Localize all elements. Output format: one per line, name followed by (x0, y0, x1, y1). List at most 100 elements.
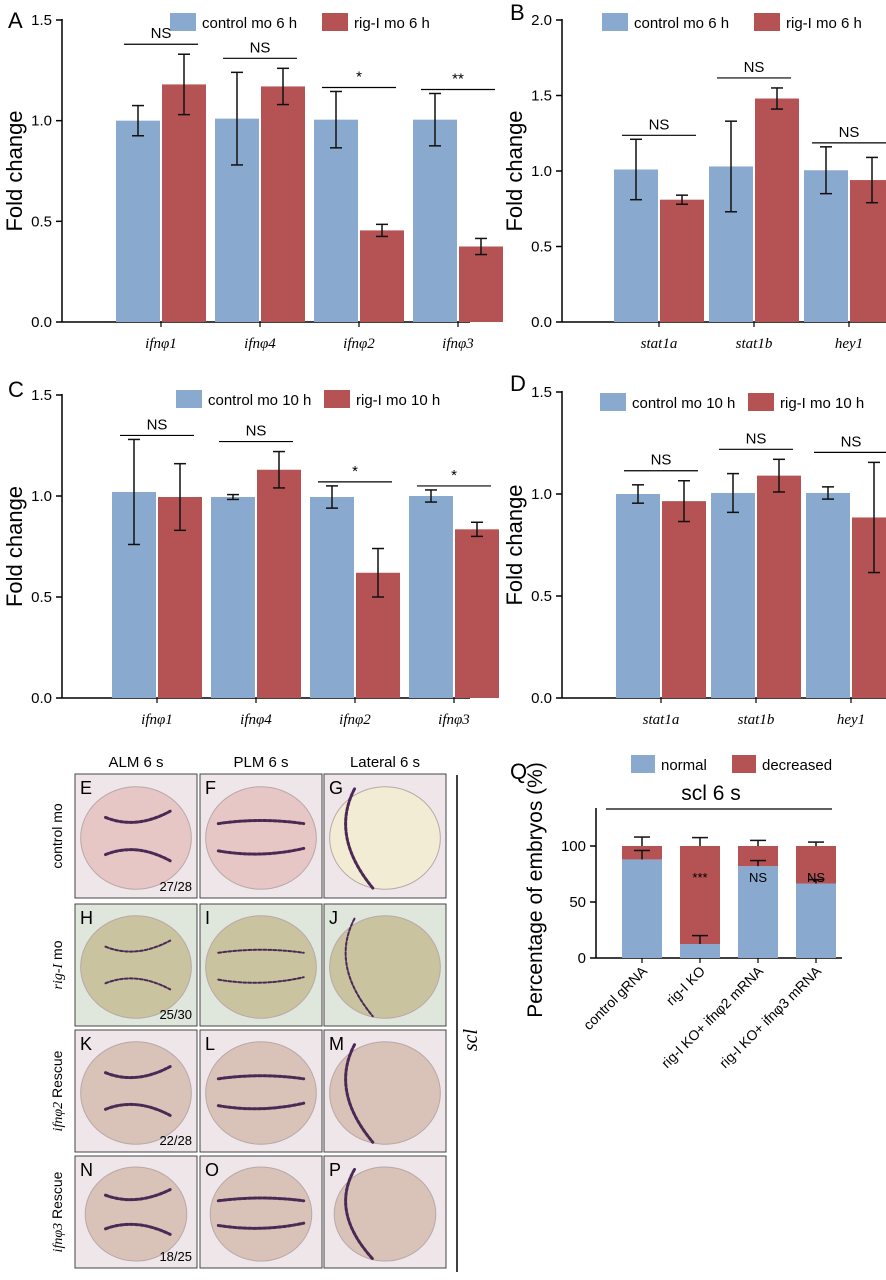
y-tick-label-C: 0.0 (31, 690, 52, 707)
significance-label-D: NS (746, 430, 767, 447)
bar-B (755, 98, 799, 323)
embryo-image (205, 915, 317, 1019)
y-tick-label-Q: 0 (578, 950, 586, 967)
y-axis-label-A: Fold change (2, 110, 27, 231)
bar-D (852, 517, 886, 698)
embryo-stain-stripe (217, 948, 305, 954)
bar-normal-Q (622, 859, 662, 958)
bar-decreased-Q (680, 846, 720, 944)
embryo-image (80, 915, 192, 1019)
bar-A (413, 119, 457, 322)
y-axis-label-D: Fold change (502, 484, 527, 605)
embryo-stain-stripe (104, 1065, 172, 1080)
embryo-stain-stripe (216, 1074, 306, 1081)
y-tick-label-Q: 100 (561, 838, 586, 855)
significance-label-C: * (352, 463, 358, 480)
embryo-stain-stripe (344, 1167, 375, 1261)
legend-swatch-D (748, 393, 774, 411)
embryo-panel-letter: K (80, 1034, 92, 1054)
bar-D (662, 501, 706, 698)
embryo-panel-letter: O (205, 1160, 219, 1180)
y-tick-label-D: 1.0 (531, 486, 552, 503)
embryo-count: 18/25 (159, 1249, 192, 1264)
embryo-panel-letter: M (329, 1034, 344, 1054)
embryo-panel-letter: G (329, 778, 343, 798)
embryo-count: 27/28 (159, 879, 192, 894)
category-label-Q: rig-I KO (663, 963, 708, 1008)
embryo-stain-stripe (104, 809, 172, 824)
significance-label-D: NS (651, 452, 672, 469)
category-label-Q: rig-I KO+ ifnφ2 mRNA (658, 962, 767, 1071)
significance-label-B: NS (744, 59, 765, 76)
bar-A (116, 120, 160, 323)
category-label-C: ifnφ3 (438, 712, 470, 728)
bar-normal-Q (680, 944, 720, 958)
panel-label-B: B (510, 0, 525, 25)
bar-C (211, 497, 255, 698)
embryo-stain-stripe (216, 846, 306, 856)
y-axis-label-Q: Percentage of embryos (%) (524, 762, 547, 1018)
significance-label-B: NS (649, 116, 670, 133)
row-label-suffix: Rescue (49, 1050, 65, 1102)
embryo-stain-stripe (104, 848, 172, 863)
column-header: PLM 6 s (233, 754, 288, 771)
panel-label-Q: Q (510, 759, 527, 784)
legend-label-A: rig-I mo 6 h (354, 15, 430, 32)
y-tick-label-A: 1.0 (31, 113, 52, 130)
row-label-suffix: mo (49, 940, 65, 964)
category-label-D: hey1 (837, 712, 865, 728)
legend-label-D: rig-I mo 10 h (780, 395, 864, 412)
category-label-D: stat1b (738, 712, 775, 728)
y-tick-label-B: 1.5 (531, 88, 552, 105)
bar-decreased-Q (796, 846, 836, 884)
bar-A (360, 230, 404, 322)
legend-swatch-C (176, 390, 202, 408)
bar-C (409, 496, 453, 698)
embryo-count: 25/30 (159, 1007, 192, 1022)
y-tick-label-B: 0.0 (531, 314, 552, 331)
legend-label-A: control mo 6 h (202, 15, 297, 32)
column-header: ALM 6 s (108, 754, 163, 771)
embryo-image (209, 1166, 313, 1262)
category-label-B: hey1 (835, 336, 863, 352)
category-label-A: ifnφ3 (442, 336, 474, 352)
bar-A (162, 84, 206, 322)
legend-label-C: control mo 10 h (208, 392, 311, 409)
y-axis-label-B: Fold change (502, 110, 527, 231)
row-label-gene: rig-I (51, 963, 66, 990)
significance-label-C: * (451, 467, 457, 484)
panel-label-C: C (8, 377, 24, 402)
significance-label-A: NS (151, 25, 172, 42)
legend-label-B: control mo 6 h (634, 15, 729, 32)
embryo-panel-letter: I (205, 908, 210, 928)
y-tick-label-D: 1.5 (531, 384, 552, 401)
significance-label-A: ** (452, 70, 464, 87)
panel-label-D: D (510, 371, 526, 396)
category-label-B: stat1a (641, 336, 678, 352)
embryo-panel-letter: P (329, 1160, 341, 1180)
embryo-panel-letter: N (80, 1160, 93, 1180)
row-label: control mo (49, 803, 65, 869)
embryo-stain-stripe (104, 1188, 172, 1202)
embryo-panel-letter: F (205, 778, 216, 798)
chart-title-Q: scl 6 s (681, 782, 741, 805)
significance-label-Q: *** (692, 870, 707, 885)
row-label-gene: ifnφ2 (51, 1102, 66, 1132)
row-label: ifnφ3 Rescue (49, 1171, 66, 1252)
bar-decreased-Q (738, 846, 778, 867)
y-tick-label-C: 1.0 (31, 488, 52, 505)
embryo-stain-stripe (104, 1222, 172, 1236)
legend-swatch-B (754, 13, 780, 31)
legend-swatch-D (600, 393, 626, 411)
category-label-B: stat1b (736, 336, 773, 352)
legend-label-D: control mo 10 h (632, 395, 735, 412)
bar-D (806, 492, 850, 698)
bar-normal-Q (796, 883, 836, 958)
significance-label-C: NS (246, 423, 267, 440)
embryo-stain-stripe (216, 1196, 306, 1203)
bar-C (257, 469, 301, 698)
category-label-D: stat1a (643, 712, 680, 728)
embryo-stain-stripe (344, 917, 374, 1018)
embryo-side-label: scl (460, 1028, 482, 1051)
legend-swatch-A (322, 13, 348, 31)
